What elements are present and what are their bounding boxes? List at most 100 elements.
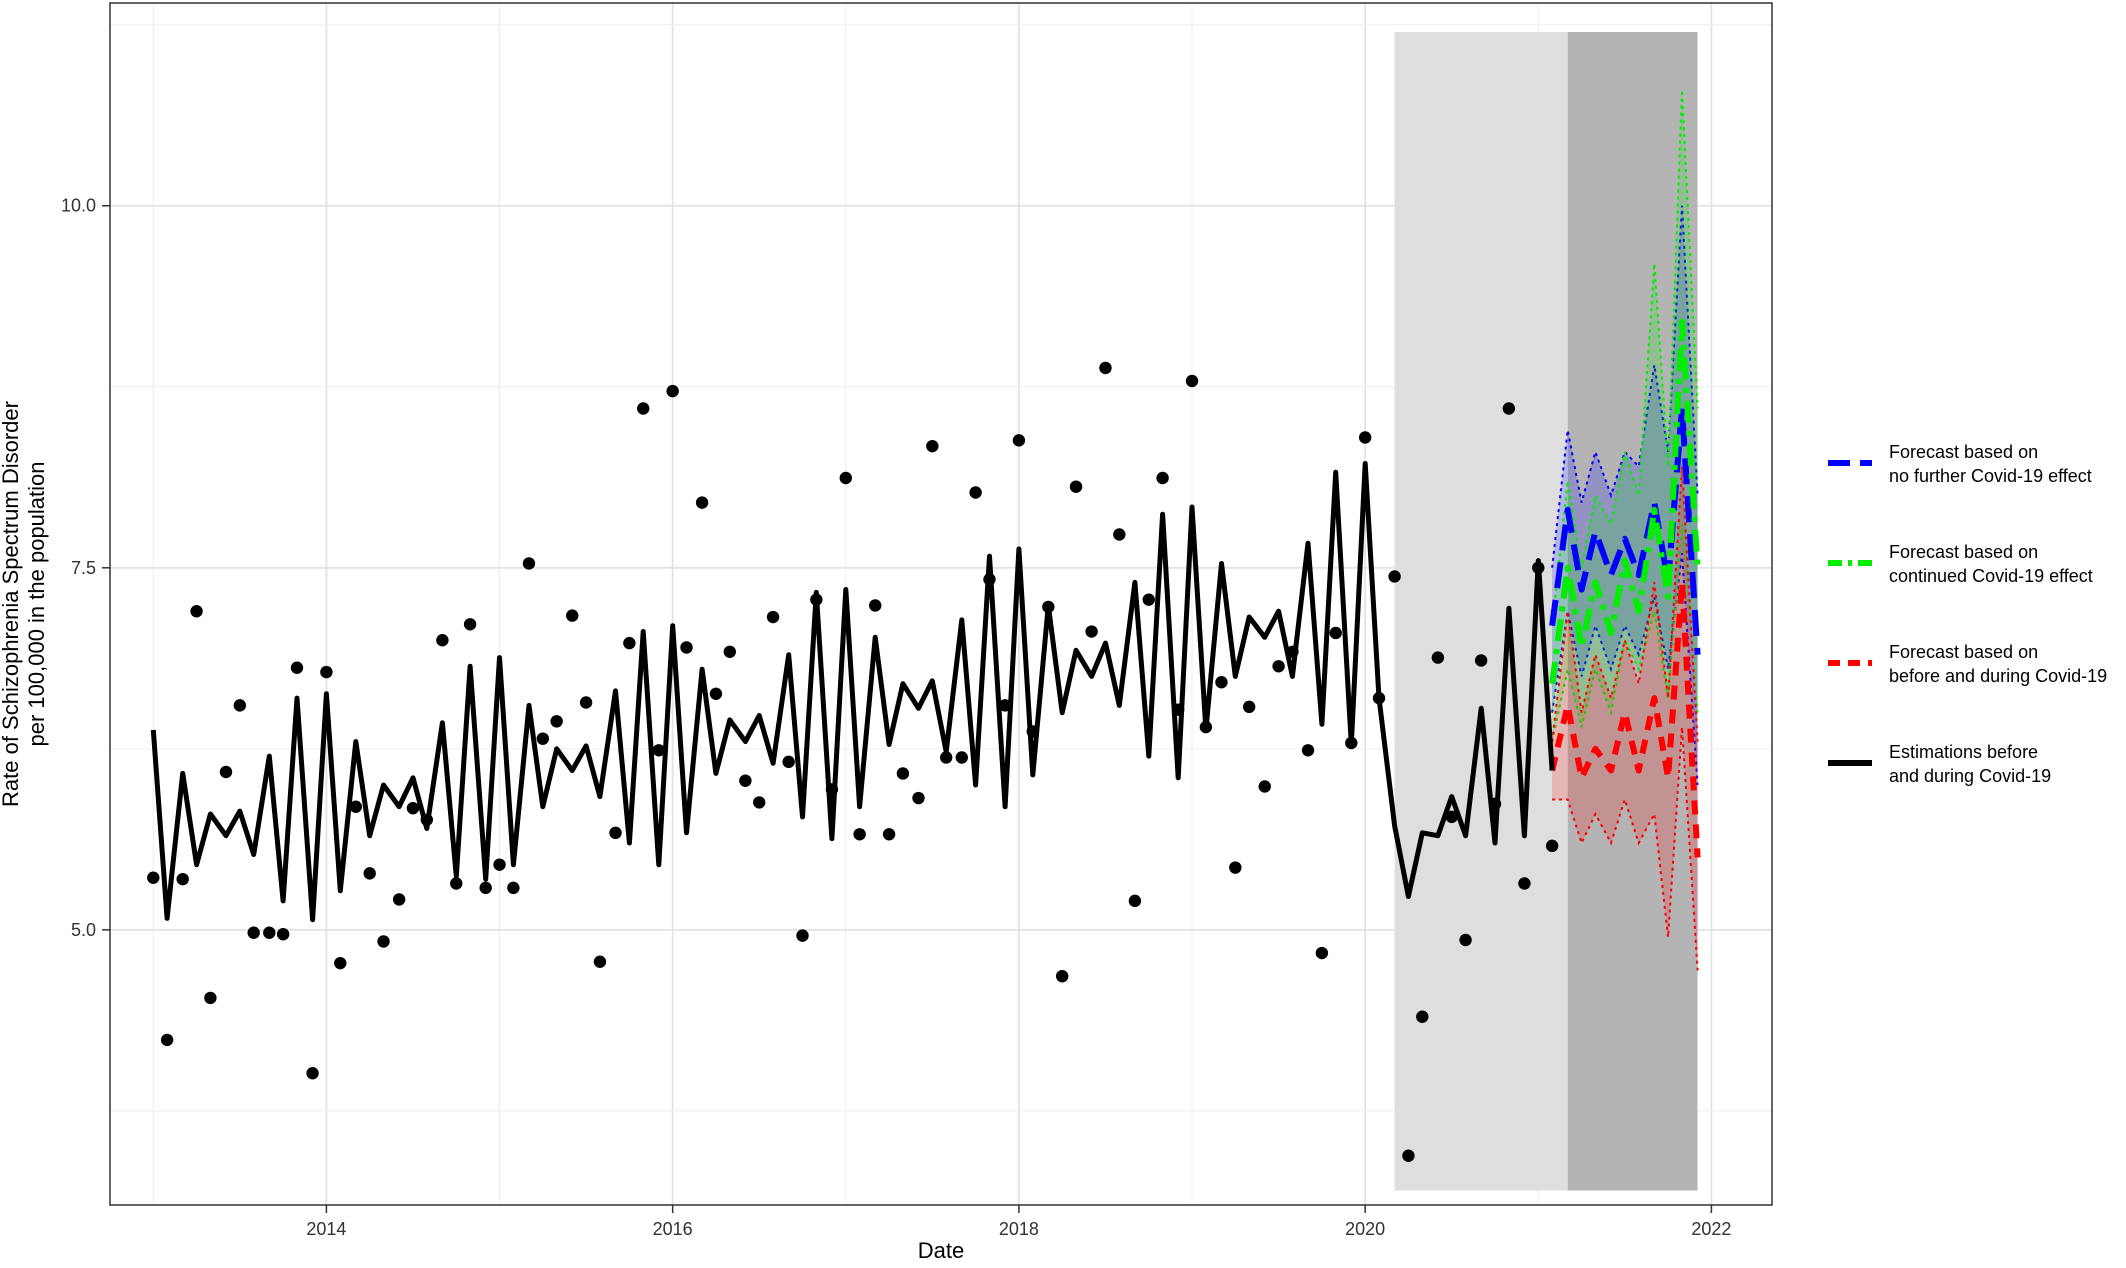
legend: Forecast based on no further Covid-19 eff… (1828, 442, 2107, 786)
observed-data-point (869, 599, 882, 612)
observed-data-point (219, 765, 233, 779)
observed-data-point (782, 755, 795, 769)
axes: 2014 2016 2018 2020 2022 5.0 7.5 10.0 (61, 196, 1731, 1239)
plot-panel-border (109, 2, 1773, 1206)
observed-data-point (507, 881, 520, 895)
observed-data-point (695, 496, 709, 509)
observed-data-point (1474, 654, 1488, 667)
y-tick-label: 5.0 (71, 920, 96, 940)
observed-data-point (609, 826, 622, 840)
observed-data-point (652, 744, 666, 757)
observed-data-point (463, 618, 477, 631)
estimation-line (150, 461, 1555, 923)
observed-data-point (147, 871, 160, 884)
observed-data-point (1358, 431, 1372, 444)
y-axis-title-line: Rate of Schizophrenia Spectrum Disorder (0, 401, 23, 807)
observed-data-point (160, 1033, 174, 1047)
observed-data-point (1185, 374, 1199, 388)
observed-data-point (1301, 744, 1315, 757)
legend-label-line2: continued Covid-19 effect (1889, 566, 2093, 586)
observed-data-point (753, 796, 766, 809)
x-tick-label: 2018 (999, 1219, 1039, 1239)
legend-label-line1: Forecast based on (1889, 542, 2038, 562)
observed-data-point (666, 384, 679, 398)
observed-data-point (882, 828, 896, 841)
observed-data-point (363, 867, 376, 880)
observed-data-point (377, 935, 390, 948)
observed-data-point (1431, 651, 1445, 664)
observed-data-point (1502, 402, 1516, 415)
observed-data-point (1055, 969, 1069, 983)
observed-data-point (263, 926, 276, 939)
y-axis-title-text: Rate of Schizophrenia Spectrum Disorderp… (0, 401, 49, 807)
observed-data-point (1242, 700, 1256, 714)
observed-data-point (334, 956, 347, 970)
observed-data-point (204, 991, 217, 1005)
observed-data-point (1545, 839, 1559, 853)
observed-data-point (969, 486, 982, 499)
observed-data-point (306, 1067, 319, 1080)
observed-data-point (926, 439, 939, 453)
observed-data-point (680, 641, 693, 654)
observed-data-point (1229, 861, 1242, 874)
observed-data-point (1445, 810, 1458, 824)
observed-data-point (1388, 570, 1401, 583)
observed-data-point (637, 402, 650, 415)
observed-data-point (550, 715, 563, 728)
shaded-regions (1394, 31, 1698, 1191)
observed-data-point (1315, 946, 1329, 960)
x-tick-label: 2020 (1345, 1219, 1385, 1239)
confidence-ribbon (1552, 89, 1698, 742)
observed-data-point (839, 471, 852, 485)
observed-data-point (1099, 361, 1112, 375)
observed-data-point (766, 610, 780, 624)
x-axis-title: Date (918, 1238, 964, 1263)
observed-data-point (1258, 780, 1271, 793)
y-axis-title-line: per 100,000 in the population (24, 461, 49, 746)
confidence-bound-upper (1551, 89, 1699, 626)
observed-data-point (566, 609, 579, 622)
observed-data-point (1142, 593, 1155, 606)
observed-data-point (479, 881, 492, 895)
x-tick-label: 2022 (1691, 1219, 1731, 1239)
confidence-ribbon (1552, 205, 1698, 785)
observed-data-point (1012, 434, 1026, 447)
observed-data-point (1085, 625, 1098, 638)
observed-data-point (233, 699, 247, 712)
observed-data-point (1272, 660, 1285, 673)
observed-data-point (709, 687, 723, 700)
observed-data-point (536, 732, 550, 745)
y-tick-label: 10.0 (61, 196, 96, 216)
observed-data-point (436, 634, 449, 647)
observed-data-point (1215, 676, 1228, 689)
observed-data-point (896, 767, 910, 780)
observed-data-point (939, 751, 953, 764)
observed-data-point (320, 665, 333, 679)
forecast-line (1549, 579, 1701, 858)
observed-data-point (247, 926, 260, 939)
observed-data-point (853, 828, 866, 841)
observed-data-point (1069, 480, 1083, 493)
observed-data-point (1128, 894, 1142, 908)
x-tick-label: 2014 (306, 1219, 346, 1239)
observed-data-point (1416, 1010, 1429, 1023)
observed-data-point (1329, 626, 1342, 640)
observed-data-point (450, 877, 463, 890)
series-lines (150, 318, 1701, 923)
observed-data-point (579, 696, 593, 709)
observed-data-point (1402, 1149, 1415, 1162)
legend-label-line2: no further Covid-19 effect (1889, 466, 2092, 486)
observed-data-point (406, 801, 420, 815)
observed-data-point (190, 605, 203, 618)
observed-data-point (1113, 528, 1126, 541)
observed-data-point (955, 751, 968, 764)
y-tick-label: 7.5 (71, 558, 96, 578)
legend-label-line1: Estimations before (1889, 742, 2038, 762)
shaded-region (1394, 31, 1568, 1191)
legend-label-line2: and during Covid-19 (1889, 766, 2051, 786)
observed-data-point (1518, 877, 1531, 890)
observed-data-point (522, 557, 536, 570)
forecast-line (1549, 318, 1701, 685)
observed-data-point (392, 893, 406, 906)
